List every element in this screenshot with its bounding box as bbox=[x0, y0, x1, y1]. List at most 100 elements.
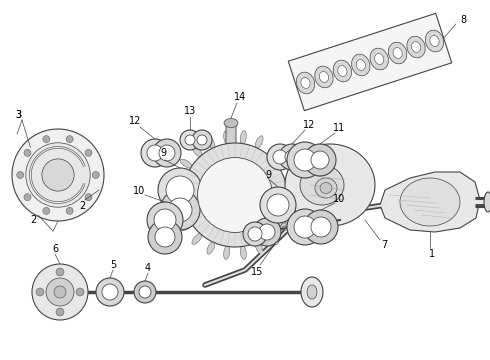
Circle shape bbox=[139, 286, 151, 298]
Text: 7: 7 bbox=[381, 240, 387, 250]
Text: 11: 11 bbox=[333, 123, 345, 133]
Circle shape bbox=[43, 136, 50, 143]
Circle shape bbox=[311, 217, 331, 237]
Circle shape bbox=[96, 278, 124, 306]
Circle shape bbox=[304, 210, 338, 244]
Circle shape bbox=[168, 198, 192, 222]
Ellipse shape bbox=[278, 222, 290, 231]
Ellipse shape bbox=[223, 131, 230, 144]
Ellipse shape bbox=[207, 136, 215, 149]
Ellipse shape bbox=[484, 192, 490, 212]
Ellipse shape bbox=[319, 72, 328, 82]
Circle shape bbox=[85, 149, 92, 156]
Circle shape bbox=[287, 142, 323, 178]
Text: 15: 15 bbox=[251, 267, 263, 277]
Ellipse shape bbox=[207, 241, 215, 254]
Circle shape bbox=[285, 150, 299, 164]
Circle shape bbox=[160, 190, 200, 230]
Circle shape bbox=[311, 151, 329, 169]
Polygon shape bbox=[288, 13, 452, 111]
Ellipse shape bbox=[315, 178, 337, 198]
Text: 6: 6 bbox=[52, 244, 58, 254]
Circle shape bbox=[32, 264, 88, 320]
Circle shape bbox=[56, 268, 64, 276]
Ellipse shape bbox=[301, 277, 323, 307]
Ellipse shape bbox=[352, 54, 370, 76]
Ellipse shape bbox=[268, 233, 278, 244]
Circle shape bbox=[147, 202, 183, 238]
Ellipse shape bbox=[286, 192, 300, 198]
Ellipse shape bbox=[356, 60, 366, 71]
Ellipse shape bbox=[172, 208, 186, 215]
Ellipse shape bbox=[389, 42, 407, 64]
Circle shape bbox=[148, 220, 182, 254]
Circle shape bbox=[197, 158, 272, 233]
Ellipse shape bbox=[192, 233, 202, 244]
Circle shape bbox=[260, 187, 296, 223]
Circle shape bbox=[159, 145, 175, 161]
Text: 4: 4 bbox=[145, 263, 151, 273]
Ellipse shape bbox=[223, 246, 230, 259]
Circle shape bbox=[155, 227, 175, 247]
Circle shape bbox=[153, 139, 181, 167]
Circle shape bbox=[85, 194, 92, 201]
Ellipse shape bbox=[255, 136, 263, 149]
Circle shape bbox=[17, 171, 24, 179]
Ellipse shape bbox=[338, 66, 347, 76]
Ellipse shape bbox=[240, 131, 246, 144]
Circle shape bbox=[134, 281, 156, 303]
Ellipse shape bbox=[172, 175, 186, 182]
Text: 2: 2 bbox=[30, 215, 36, 225]
Ellipse shape bbox=[284, 175, 297, 182]
Circle shape bbox=[192, 130, 212, 150]
Text: 9: 9 bbox=[265, 170, 271, 180]
Ellipse shape bbox=[400, 178, 460, 226]
Circle shape bbox=[66, 207, 73, 214]
Circle shape bbox=[12, 129, 104, 221]
Circle shape bbox=[197, 135, 207, 145]
Text: 12: 12 bbox=[303, 120, 315, 130]
Ellipse shape bbox=[240, 246, 246, 259]
Circle shape bbox=[141, 139, 169, 167]
Ellipse shape bbox=[268, 145, 278, 157]
Circle shape bbox=[26, 143, 90, 207]
Ellipse shape bbox=[370, 48, 389, 70]
Circle shape bbox=[76, 288, 84, 296]
Circle shape bbox=[273, 150, 287, 164]
Text: 13: 13 bbox=[184, 106, 196, 116]
Ellipse shape bbox=[315, 66, 333, 88]
Circle shape bbox=[24, 194, 31, 201]
Ellipse shape bbox=[170, 192, 184, 198]
Circle shape bbox=[36, 288, 44, 296]
Text: 2: 2 bbox=[79, 201, 85, 211]
Circle shape bbox=[42, 159, 74, 191]
Circle shape bbox=[185, 135, 195, 145]
Ellipse shape bbox=[180, 159, 192, 168]
Ellipse shape bbox=[296, 72, 315, 94]
Text: 10: 10 bbox=[333, 194, 345, 204]
Circle shape bbox=[180, 130, 200, 150]
FancyBboxPatch shape bbox=[226, 122, 236, 162]
Circle shape bbox=[287, 209, 323, 245]
Circle shape bbox=[267, 194, 289, 216]
Circle shape bbox=[304, 144, 336, 176]
Circle shape bbox=[43, 207, 50, 214]
Circle shape bbox=[147, 145, 163, 161]
Text: 9: 9 bbox=[160, 148, 166, 158]
Ellipse shape bbox=[180, 222, 192, 231]
Circle shape bbox=[243, 222, 267, 246]
Circle shape bbox=[267, 144, 293, 170]
Ellipse shape bbox=[284, 208, 297, 215]
Circle shape bbox=[259, 224, 275, 240]
Text: 14: 14 bbox=[234, 92, 246, 102]
Ellipse shape bbox=[300, 165, 344, 205]
Ellipse shape bbox=[430, 36, 439, 46]
Circle shape bbox=[166, 176, 194, 204]
Circle shape bbox=[102, 284, 118, 300]
Ellipse shape bbox=[412, 42, 421, 53]
Circle shape bbox=[154, 209, 176, 231]
Circle shape bbox=[294, 216, 316, 238]
Ellipse shape bbox=[333, 60, 351, 82]
Text: 3: 3 bbox=[15, 110, 21, 120]
Circle shape bbox=[92, 171, 99, 179]
